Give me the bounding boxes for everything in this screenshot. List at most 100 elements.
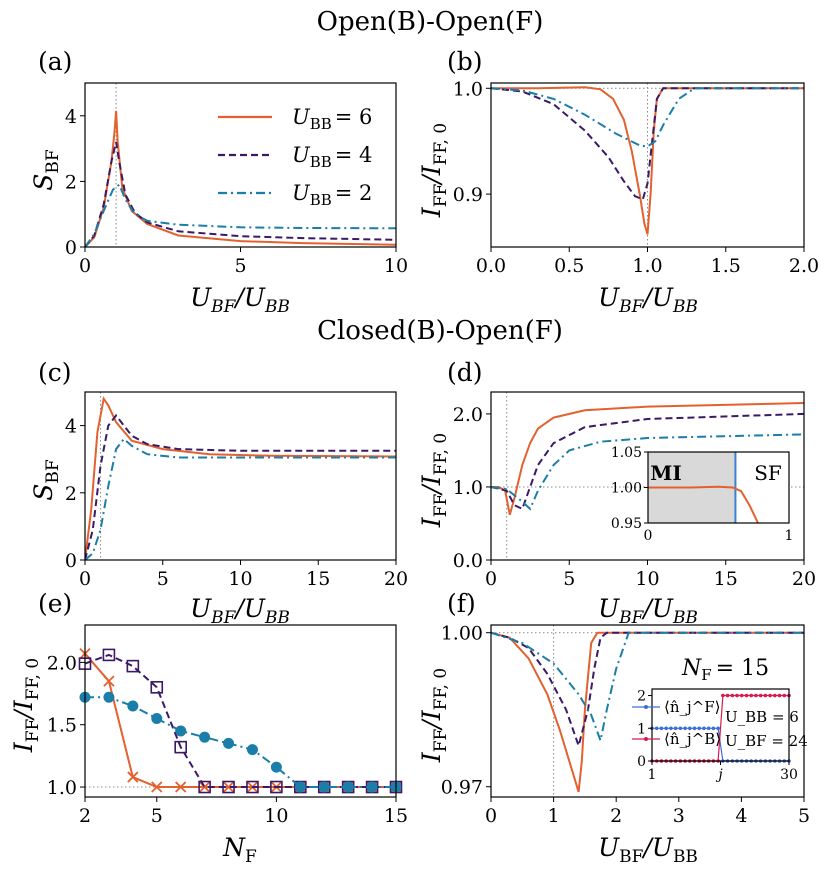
xtick-label-e-1: 5	[151, 805, 163, 827]
xtick-label-e-2: 10	[264, 805, 288, 827]
marker-u2-e-2	[127, 700, 139, 712]
marker-u6-e-5	[198, 781, 211, 793]
inset-d-sf-label: SF	[754, 461, 782, 485]
inset-f-point-fermion-9	[692, 726, 697, 731]
xtick-label-b-4: 2.0	[789, 255, 819, 277]
marker-u2-e-10	[318, 781, 330, 793]
inset-f-point-boson-21	[749, 693, 754, 698]
xlabel-c: UBF/UBB	[190, 594, 290, 628]
xtick-label-f-0: 0	[485, 805, 497, 827]
xtick-label-b-2: 1.0	[632, 255, 662, 277]
panel-label-a: (a)	[38, 47, 72, 76]
marker-u4-e-6	[222, 780, 235, 794]
panel-d-plot: 0 5 10 15 20 0.0 1.0 2.0 0 1 0.95 1.00 1.05	[453, 391, 816, 590]
inset-f-point-fermion-10	[697, 726, 702, 731]
marker-u6-e-4	[175, 781, 187, 793]
xtick-label-c-2: 10	[228, 568, 252, 590]
xtick-label-c-0: 0	[79, 568, 91, 590]
panel-e-plot: 2 5 10 15 1.0 1.5 2.0	[47, 624, 408, 827]
inset-f-point-boson-24	[763, 693, 768, 698]
series-u4-d	[491, 412, 804, 511]
inset-d-ytick-label-1: 1.00	[611, 481, 642, 497]
series-u4-c	[85, 413, 396, 561]
inset-d-series-u6	[648, 485, 759, 523]
marker-u6-e-6	[222, 781, 235, 793]
ytick-label-d-0: 0.0	[453, 550, 483, 572]
inset-f-legend-marker-boson	[644, 737, 648, 741]
xtick-label-d-2: 10	[635, 568, 659, 590]
ytick-label-f-0: 0.97	[441, 777, 483, 799]
inset-f-point-boson-26	[773, 693, 777, 698]
frame-c	[84, 391, 397, 561]
series-u4-a	[85, 141, 396, 248]
inset-f-point-boson-20	[744, 693, 749, 698]
ylabel-a: SBF	[29, 149, 63, 191]
xtick-label-b-1: 0.5	[554, 255, 584, 277]
section-title-middle: Closed(B)-Open(F)	[317, 316, 563, 346]
section-title-top: Open(B)-Open(F)	[317, 7, 544, 37]
panel-a-plot: 0 5 10 0 2 4	[65, 82, 408, 277]
xtick-label-c-4: 20	[384, 568, 408, 590]
xtick-label-f-1: 1	[548, 805, 560, 827]
series-u6-c	[85, 396, 396, 561]
marker-u2-e-12	[366, 781, 378, 793]
series-u2-d	[491, 433, 804, 511]
inset-f-point-boson-22	[754, 693, 758, 698]
frame-a	[84, 82, 397, 248]
ytick-label-c-0: 0	[65, 550, 77, 572]
marker-u2-e-3	[151, 712, 163, 724]
ytick-label-a-2: 4	[65, 106, 77, 128]
inset-f-point-fermion-6	[678, 726, 683, 731]
xtick-label-e-0: 2	[79, 805, 91, 827]
inset-f-ytick-label-0: 0	[637, 754, 646, 770]
frame-e	[84, 624, 397, 798]
inset-f-ytick-label-1: 1	[637, 721, 646, 737]
marker-u2-e-6	[223, 737, 235, 749]
marker-u2-e-8	[270, 761, 282, 773]
panel-b-plot: 0.0 0.5 1.0 1.5 2.0 0.9 1.0	[453, 78, 819, 277]
inset-f-point-fermion-11	[702, 726, 706, 731]
series-u6-f	[491, 631, 804, 793]
panel-label-b: (b)	[447, 47, 483, 76]
xtick-label-b-0: 0.0	[476, 255, 506, 277]
inset-f-point-fermion-12	[706, 726, 711, 731]
panel-c-plot: 0 5 10 15 20 0 2 4	[65, 391, 408, 590]
inset-f-point-boson-15	[721, 693, 725, 698]
xlabel-e: NF	[222, 833, 257, 867]
xtick-label-c-3: 15	[306, 568, 330, 590]
inset-f-point-boson-16	[725, 693, 730, 698]
series-u2-b	[491, 87, 804, 148]
xtick-label-d-4: 20	[792, 568, 816, 590]
series-u6-e	[85, 653, 396, 788]
inset-f-xtick-label-0: 1	[648, 767, 657, 783]
xlabel-d: UBF/UBB	[598, 594, 698, 628]
inset-d-xtick-label-1: 1	[785, 528, 794, 544]
ytick-label-b-1: 1.0	[453, 78, 483, 100]
marker-u2-e-11	[342, 781, 354, 793]
xtick-label-b-3: 1.5	[711, 255, 741, 277]
xtick-label-a-0: 0	[79, 255, 91, 277]
inset-f-point-fermion-1	[654, 726, 659, 731]
marker-u4-e-4	[174, 740, 187, 754]
xtick-label-f-2: 2	[610, 805, 622, 827]
series-u2-f	[491, 631, 804, 745]
marker-u4-e-1	[102, 648, 116, 662]
inset-f-point-boson-27	[777, 693, 782, 698]
xtick-label-d-3: 15	[714, 568, 738, 590]
xtick-label-e-3: 15	[384, 805, 408, 827]
inset-f-legend-marker-fermion	[644, 705, 648, 709]
ytick-label-e-0: 1.0	[47, 777, 77, 799]
marker-u2-e-9	[294, 781, 306, 793]
inset-f-point-fermion-13	[711, 726, 716, 731]
inset-f-ytick-label-2: 2	[637, 689, 646, 705]
inset-f-point-fermion-2	[659, 726, 664, 731]
xtick-label-a-1: 5	[234, 255, 246, 277]
inset-f-title: NF = 15	[681, 656, 769, 684]
inset-f-point-boson-25	[768, 693, 772, 698]
xtick-label-f-5: 5	[798, 805, 810, 827]
marker-u4-e-3	[150, 681, 164, 694]
marker-u4-e-5	[198, 780, 211, 794]
ytick-label-a-0: 0	[65, 237, 77, 259]
xtick-label-f-4: 4	[735, 805, 747, 827]
